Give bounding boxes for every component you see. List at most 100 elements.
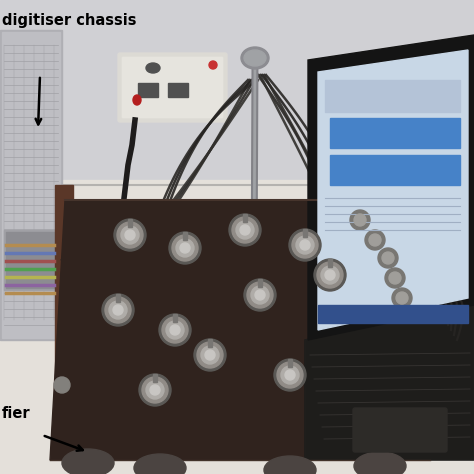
Bar: [128, 219, 132, 227]
Circle shape: [139, 374, 171, 406]
Circle shape: [365, 230, 385, 250]
Circle shape: [274, 359, 306, 391]
Polygon shape: [50, 200, 430, 460]
Circle shape: [396, 292, 408, 304]
Circle shape: [354, 214, 366, 226]
Text: digitiser chassis: digitiser chassis: [2, 13, 137, 28]
Circle shape: [162, 317, 188, 343]
Bar: [168, 83, 188, 97]
Circle shape: [296, 236, 314, 254]
Circle shape: [244, 279, 276, 311]
FancyBboxPatch shape: [212, 262, 403, 348]
Circle shape: [229, 214, 261, 246]
Bar: [258, 279, 262, 287]
Bar: [330, 155, 460, 185]
Bar: [138, 83, 158, 97]
Circle shape: [232, 217, 258, 243]
Bar: [0, 30, 62, 340]
Bar: [0, 0, 474, 200]
Circle shape: [378, 248, 398, 268]
Circle shape: [125, 230, 135, 240]
Circle shape: [350, 210, 370, 230]
Circle shape: [236, 221, 254, 239]
Bar: [330, 118, 460, 148]
Ellipse shape: [146, 63, 160, 73]
Circle shape: [325, 270, 335, 280]
Circle shape: [176, 239, 194, 257]
Circle shape: [281, 366, 299, 384]
Circle shape: [146, 381, 164, 399]
Bar: [173, 314, 177, 322]
FancyBboxPatch shape: [108, 253, 134, 292]
Ellipse shape: [134, 454, 186, 474]
Circle shape: [289, 229, 321, 261]
FancyBboxPatch shape: [118, 53, 227, 122]
Polygon shape: [305, 305, 474, 460]
Circle shape: [105, 297, 131, 323]
Ellipse shape: [62, 449, 114, 474]
Bar: [153, 374, 157, 382]
Circle shape: [121, 226, 139, 244]
Bar: [318, 305, 468, 323]
Ellipse shape: [133, 95, 141, 105]
Ellipse shape: [244, 50, 266, 66]
Polygon shape: [318, 50, 468, 330]
Circle shape: [382, 252, 394, 264]
Ellipse shape: [354, 452, 406, 474]
FancyBboxPatch shape: [216, 266, 399, 344]
Circle shape: [389, 272, 401, 284]
Ellipse shape: [264, 456, 316, 474]
Circle shape: [369, 234, 381, 246]
Circle shape: [166, 321, 184, 339]
Circle shape: [114, 219, 146, 251]
Bar: [218, 278, 243, 300]
Circle shape: [150, 385, 160, 395]
Bar: [303, 229, 307, 237]
Circle shape: [300, 240, 310, 250]
Circle shape: [142, 377, 168, 403]
Bar: [4, 230, 58, 290]
Circle shape: [169, 232, 201, 264]
Bar: [288, 359, 292, 367]
Circle shape: [209, 61, 217, 69]
Bar: [328, 259, 332, 267]
Circle shape: [170, 325, 180, 335]
Circle shape: [285, 370, 295, 380]
Circle shape: [201, 346, 219, 364]
Bar: [325, 80, 460, 112]
Circle shape: [172, 235, 198, 261]
Circle shape: [194, 339, 226, 371]
Bar: [55, 185, 73, 445]
Ellipse shape: [241, 47, 269, 69]
Bar: [208, 339, 212, 347]
Circle shape: [317, 262, 343, 288]
Circle shape: [314, 259, 346, 291]
Bar: [116, 294, 120, 302]
FancyBboxPatch shape: [122, 57, 223, 118]
Circle shape: [277, 362, 303, 388]
Circle shape: [292, 232, 318, 258]
Circle shape: [113, 305, 123, 315]
Circle shape: [117, 222, 143, 248]
Bar: [0, 180, 474, 474]
Circle shape: [54, 377, 70, 393]
Polygon shape: [305, 305, 474, 460]
Circle shape: [255, 290, 265, 300]
Bar: [243, 214, 247, 222]
FancyBboxPatch shape: [353, 408, 447, 452]
Circle shape: [102, 294, 134, 326]
Circle shape: [247, 282, 273, 308]
Bar: [6, 232, 56, 288]
Circle shape: [251, 286, 269, 304]
Circle shape: [321, 266, 339, 284]
Circle shape: [109, 301, 127, 319]
Circle shape: [159, 314, 191, 346]
Bar: [183, 232, 187, 240]
Circle shape: [240, 225, 250, 235]
Bar: [2, 32, 60, 338]
Circle shape: [180, 243, 190, 253]
Circle shape: [385, 268, 405, 288]
Text: fier: fier: [2, 406, 31, 421]
Circle shape: [197, 342, 223, 368]
Circle shape: [205, 350, 215, 360]
